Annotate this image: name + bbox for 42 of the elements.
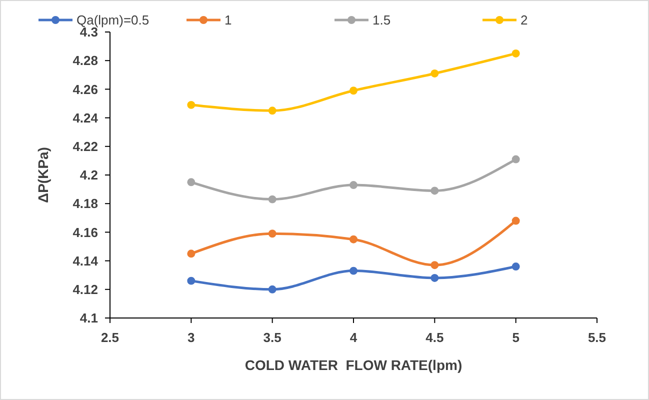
y-axis-title: ΔP(KPa)	[35, 147, 51, 203]
point	[430, 186, 439, 195]
point	[512, 49, 520, 58]
y-tick-label: 4.2	[80, 168, 98, 183]
point	[187, 250, 196, 258]
x-tick-label: 4	[350, 330, 358, 345]
y-tick-label: 4.26	[72, 82, 98, 97]
point	[430, 274, 439, 282]
point	[350, 181, 358, 189]
y-tick-label: 4.12	[72, 282, 98, 297]
x-tick-label: 3.5	[263, 330, 282, 345]
point	[350, 86, 358, 95]
point	[187, 276, 196, 285]
point	[512, 216, 520, 225]
y-tick-label: 4.1	[80, 310, 98, 326]
y-tick-label: 4.18	[72, 196, 98, 212]
point	[430, 261, 439, 270]
point	[350, 235, 358, 244]
y-tick-label: 4.14	[72, 253, 99, 268]
point	[187, 100, 196, 109]
point	[268, 285, 276, 294]
point	[512, 155, 520, 164]
point	[268, 230, 276, 238]
y-tick-label: 4.22	[72, 138, 98, 154]
legend-label: 2	[520, 12, 528, 28]
point	[268, 106, 276, 115]
x-tick-label: 4.5	[426, 330, 444, 345]
point	[430, 69, 439, 78]
y-tick-label: 4.28	[72, 53, 98, 68]
x-tick-label: 5.5	[588, 330, 606, 345]
y-tick-label: 4.24	[72, 110, 99, 126]
x-tick-label: 2.5	[100, 330, 120, 345]
x-tick-label: 3	[188, 330, 195, 345]
point	[350, 266, 358, 275]
x-axis-title: COLD WATER FLOW RATE(lpm)	[244, 357, 462, 373]
legend-label: 1.5	[372, 12, 391, 28]
y-tick-label: 4.16	[72, 224, 98, 240]
x-tick-label: 5	[512, 330, 520, 345]
point	[187, 178, 196, 186]
point	[512, 262, 520, 270]
legend-label: 1	[224, 12, 232, 28]
point	[268, 195, 276, 204]
